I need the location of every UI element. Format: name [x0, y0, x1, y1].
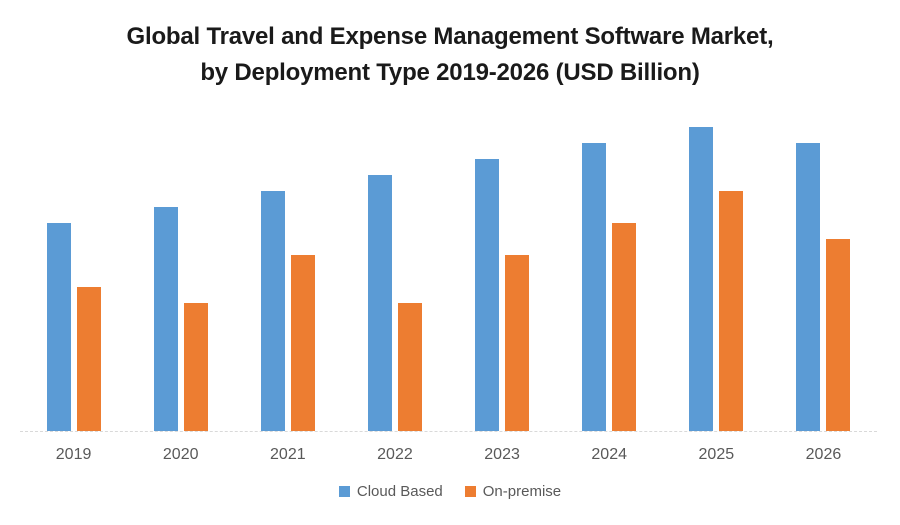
- bar-cloud-based-2024: [582, 143, 607, 431]
- bar-on-premise-2022: [397, 303, 422, 431]
- bar-cloud-based-2022: [367, 175, 392, 431]
- plot-area: [20, 111, 877, 431]
- bar-group-2024: [556, 111, 663, 431]
- x-axis-label-2025: 2025: [698, 446, 735, 463]
- chart-title-line-1: Global Travel and Expense Management Sof…: [126, 23, 774, 50]
- legend-item-on-premise: On-premise: [464, 483, 562, 500]
- x-axis-label-2023: 2023: [484, 446, 520, 463]
- bar-on-premise-2025: [719, 191, 744, 431]
- bar-group-2019: [20, 111, 127, 431]
- legend-swatch-on-premise: [464, 486, 476, 497]
- bar-on-premise-2023: [505, 255, 530, 431]
- x-axis-label-2024: 2024: [591, 446, 627, 463]
- x-axis-line: [20, 431, 877, 432]
- x-axis-label-2019: 2019: [55, 446, 92, 463]
- bar-group-2025: [663, 111, 770, 431]
- legend-item-cloud-based: Cloud Based: [338, 483, 443, 500]
- legend-label-cloud-based: Cloud Based: [356, 483, 443, 500]
- bar-group-2023: [449, 111, 556, 431]
- chart-title: Global Travel and Expense Management Sof…: [0, 19, 900, 91]
- bar-on-premise-2020: [183, 303, 208, 431]
- bar-cloud-based-2026: [796, 143, 821, 431]
- bar-on-premise-2021: [290, 255, 315, 431]
- chart-title-line-2: by Deployment Type 2019-2026 (USD Billio…: [200, 59, 700, 86]
- x-axis-labels: 2019 2020 2021 2022 2023 2024 2025 2026: [20, 446, 877, 464]
- bar-group-2022: [341, 111, 448, 431]
- legend-label-on-premise: On-premise: [482, 483, 562, 500]
- bar-on-premise-2024: [612, 223, 637, 431]
- bar-cloud-based-2025: [689, 127, 714, 431]
- x-axis-label-2022: 2022: [377, 446, 413, 463]
- bar-group-2026: [770, 111, 877, 431]
- bar-on-premise-2019: [76, 287, 101, 431]
- x-axis-label-2026: 2026: [805, 446, 842, 463]
- legend: Cloud Based On-premise: [0, 483, 900, 500]
- bar-cloud-based-2023: [475, 159, 500, 431]
- bar-group-2021: [234, 111, 341, 431]
- x-axis-label-2020: 2020: [162, 446, 199, 463]
- legend-swatch-cloud-based: [338, 486, 350, 497]
- bar-cloud-based-2020: [153, 207, 178, 431]
- bar-cloud-based-2021: [260, 191, 285, 431]
- bar-on-premise-2026: [826, 239, 851, 431]
- x-axis-label-2021: 2021: [270, 446, 306, 463]
- bar-cloud-based-2019: [46, 223, 71, 431]
- bar-group-2020: [127, 111, 234, 431]
